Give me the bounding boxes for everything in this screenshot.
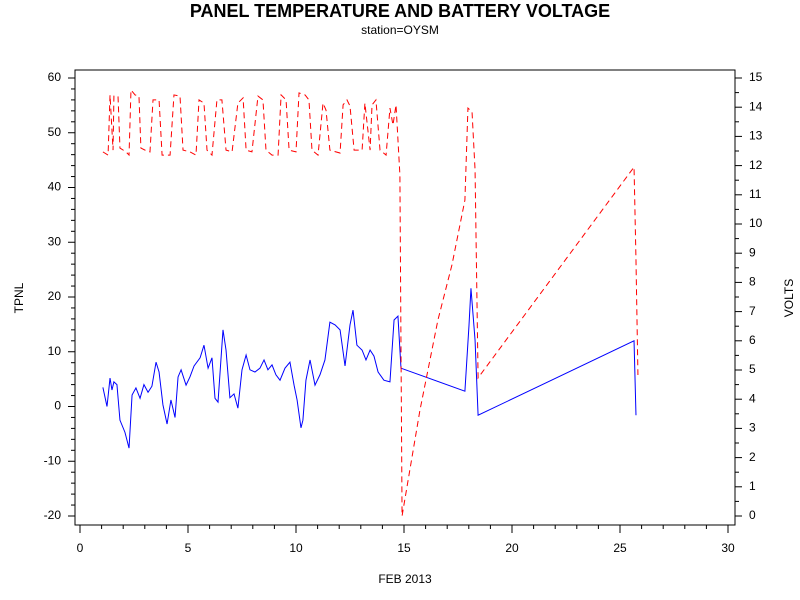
y-axis-label: TPNL: [12, 282, 26, 313]
y2-tick-label: 10: [749, 216, 763, 230]
x-tick-label: 0: [77, 541, 84, 555]
series-line: [102, 288, 637, 449]
y2-tick-label: 11: [749, 187, 762, 201]
y2-tick-label: 2: [749, 450, 756, 464]
x-axis-label: FEB 2013: [378, 572, 432, 586]
x-tick-label: 10: [289, 541, 303, 555]
chart-title: PANEL TEMPERATURE AND BATTERY VOLTAGE: [190, 1, 610, 21]
y-tick-label: 30: [48, 234, 62, 248]
x-tick-label: 15: [397, 541, 411, 555]
y-tick-label: 10: [48, 344, 62, 358]
y2-tick-label: 5: [749, 362, 756, 376]
y-tick-label: 50: [48, 125, 62, 139]
plot-frame: [74, 69, 736, 526]
y-tick-label: 60: [48, 70, 62, 84]
y2-tick-label: 12: [749, 158, 763, 172]
y2-tick-label: 1: [749, 479, 756, 493]
x-tick-label: 20: [505, 541, 519, 555]
chart-subtitle: station=OYSM: [361, 23, 439, 37]
y2-tick-label: 13: [749, 129, 763, 143]
x-tick-label: 5: [185, 541, 192, 555]
x-tick-label: 25: [613, 541, 627, 555]
y-tick-label: 40: [48, 180, 62, 194]
y2-tick-label: 4: [749, 391, 756, 405]
y2-axis-label: VOLTS: [782, 279, 796, 317]
y2-tick-label: 7: [749, 304, 756, 318]
y2-tick-label: 8: [749, 275, 756, 289]
y2-tick-label: 0: [749, 508, 756, 522]
y2-tick-label: 3: [749, 421, 756, 435]
y-tick-label: 20: [48, 289, 62, 303]
y2-tick-label: 15: [749, 70, 763, 84]
x-tick-label: 30: [721, 541, 735, 555]
y-tick-label: 0: [54, 399, 61, 413]
y2-tick-label: 14: [749, 99, 763, 113]
series-line: [102, 88, 639, 517]
y2-tick-label: 9: [749, 245, 756, 259]
y-tick-label: -20: [44, 508, 62, 522]
y2-tick-label: 6: [749, 333, 756, 347]
y-tick-label: -10: [44, 453, 62, 467]
